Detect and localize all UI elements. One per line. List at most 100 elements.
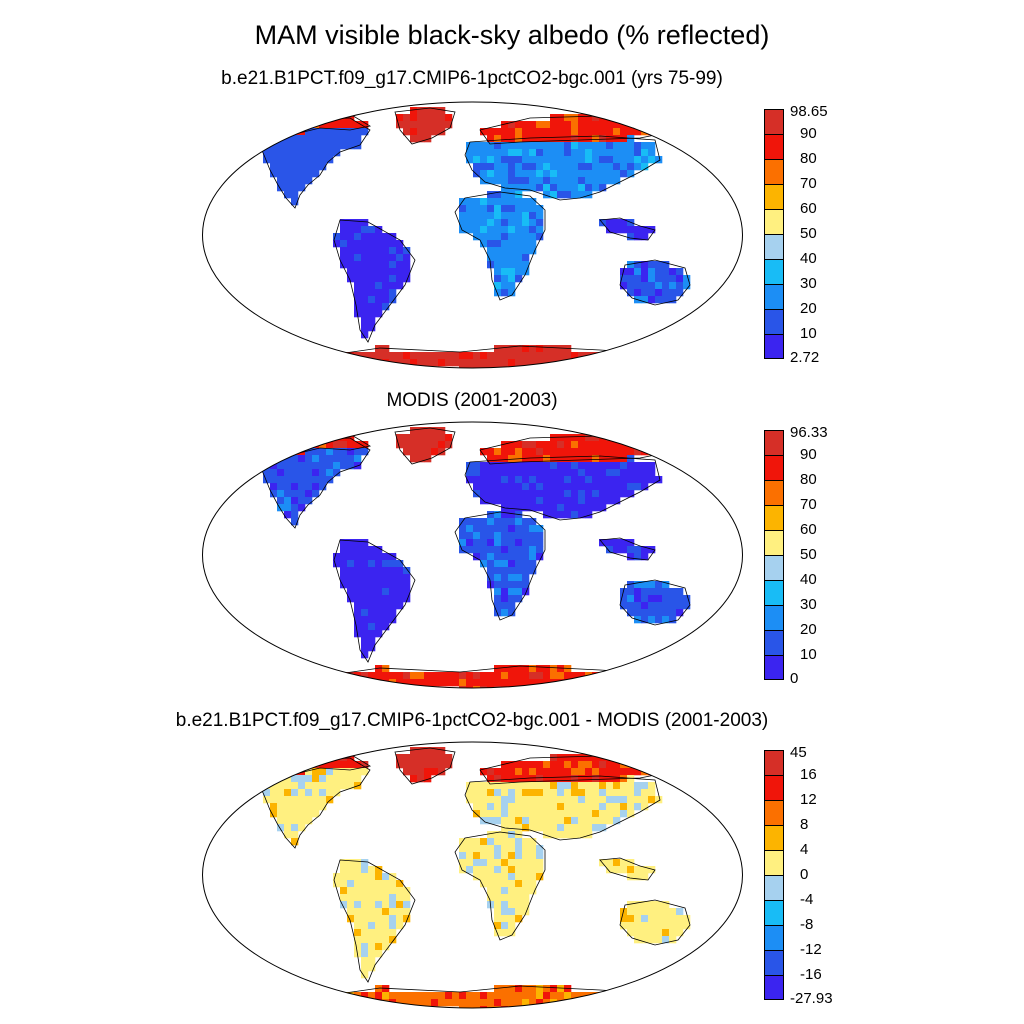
land-cell <box>333 441 341 449</box>
land-cell <box>389 915 397 923</box>
land-cell <box>298 497 306 505</box>
land-cell <box>452 992 460 1000</box>
colorbar-label: 30 <box>800 275 817 292</box>
land-cell <box>627 469 635 477</box>
land-cell <box>522 247 530 255</box>
land-cell <box>466 359 474 367</box>
land-cell <box>291 121 299 129</box>
land-cell <box>473 198 481 206</box>
land-cell <box>270 775 278 783</box>
figure-title: MAM visible black-sky albedo (% reflecte… <box>254 20 770 50</box>
land-cell <box>368 616 376 624</box>
land-cell <box>291 149 299 157</box>
land-cell <box>459 672 467 680</box>
land-cell <box>515 268 523 276</box>
land-cell <box>515 128 523 136</box>
land-cell <box>522 219 530 227</box>
land-cell <box>550 665 558 673</box>
land-cell <box>508 880 516 888</box>
land-cell <box>361 866 369 874</box>
land-cell <box>522 359 530 367</box>
land-cell <box>340 121 348 129</box>
land-cell <box>354 254 362 262</box>
land-cell <box>480 880 488 888</box>
land-cell <box>298 441 306 449</box>
land-cell <box>634 908 642 916</box>
land-cell <box>585 163 593 171</box>
land-cell <box>277 448 285 456</box>
land-cell <box>536 789 544 797</box>
land-cell <box>291 490 299 498</box>
land-cell <box>396 574 404 582</box>
land-cell <box>571 156 579 164</box>
land-cell <box>599 817 607 825</box>
land-cell <box>529 880 537 888</box>
colorbar-label: -16 <box>800 966 822 983</box>
land-cell <box>368 226 376 234</box>
land-cell <box>501 163 509 171</box>
land-cell <box>522 205 530 213</box>
land-cell <box>529 128 537 136</box>
land-cell <box>480 560 488 568</box>
land-cell <box>648 595 656 603</box>
land-cell <box>634 282 642 290</box>
land-cell <box>431 441 439 449</box>
land-cell <box>620 810 628 818</box>
land-cell <box>305 462 313 470</box>
land-cell <box>571 135 579 143</box>
land-cell <box>683 602 691 610</box>
land-cell <box>515 163 523 171</box>
land-cell <box>522 497 530 505</box>
land-cell <box>375 665 383 673</box>
land-cell <box>431 128 439 136</box>
colorbar-segment <box>764 430 784 455</box>
land-cell <box>340 761 348 769</box>
land-cell <box>599 142 607 150</box>
land-cell <box>263 469 271 477</box>
land-cell <box>473 490 481 498</box>
land-cell <box>515 205 523 213</box>
land-cell <box>263 476 271 484</box>
land-cell <box>592 455 600 463</box>
land-cell <box>501 595 509 603</box>
land-cell <box>312 754 320 762</box>
land-cell <box>473 838 481 846</box>
land-cell <box>620 219 628 227</box>
land-cell <box>627 261 635 269</box>
land-cell <box>494 142 502 150</box>
land-cell <box>529 163 537 171</box>
land-cell <box>508 455 516 463</box>
land-cell <box>620 128 628 136</box>
land-cell <box>529 775 537 783</box>
land-cell <box>410 992 418 1000</box>
land-cell <box>641 149 649 157</box>
land-cell <box>389 887 397 895</box>
land-cell <box>648 156 656 164</box>
land-cell <box>340 672 348 680</box>
colorbar-segment <box>764 580 784 605</box>
land-cell <box>487 880 495 888</box>
land-cell <box>445 679 453 687</box>
land-cell <box>480 796 488 804</box>
land-cell <box>340 226 348 234</box>
land-cell <box>277 177 285 185</box>
land-cell <box>522 789 530 797</box>
land-cell <box>522 810 530 818</box>
colorbar-segment <box>764 655 784 680</box>
colorbar-segment <box>764 234 784 259</box>
land-cell <box>557 817 565 825</box>
land-cell <box>277 142 285 150</box>
land-cell <box>480 992 488 1000</box>
land-cell <box>676 922 684 930</box>
land-cell <box>277 128 285 136</box>
land-cell <box>655 915 663 923</box>
land-cell <box>627 901 635 909</box>
land-cell <box>536 142 544 150</box>
land-cell <box>368 310 376 318</box>
land-cell <box>550 789 558 797</box>
land-cell <box>522 1006 530 1008</box>
land-cell <box>361 880 369 888</box>
land-cell <box>333 768 341 776</box>
land-cell <box>494 803 502 811</box>
land-cell <box>494 915 502 923</box>
